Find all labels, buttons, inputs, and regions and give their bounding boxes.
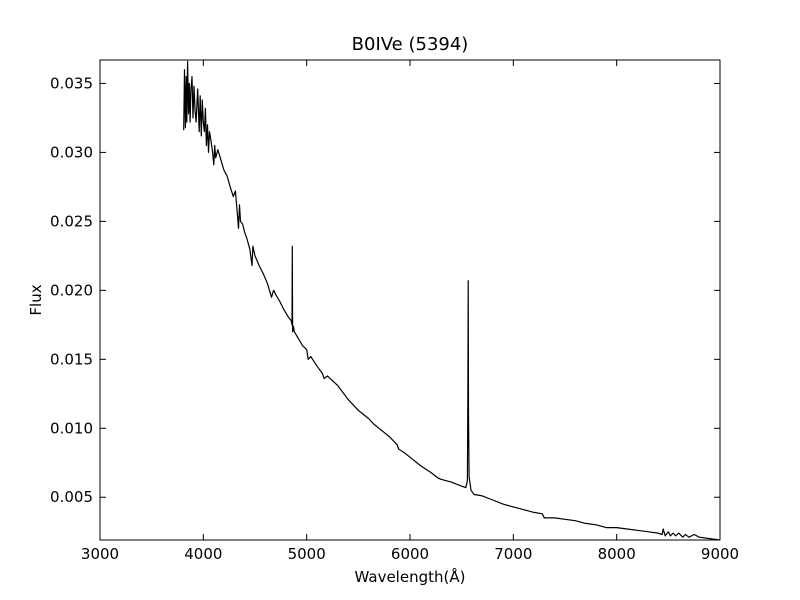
- y-axis-title: Flux: [27, 284, 45, 315]
- y-tick-label: 0.030: [50, 143, 93, 161]
- x-tick-label: 3000: [81, 545, 119, 563]
- y-tick-label: 0.005: [50, 488, 93, 506]
- y-tick-label: 0.035: [50, 74, 93, 92]
- chart-title: B0IVe (5394): [352, 34, 469, 55]
- x-tick-label: 4000: [184, 545, 222, 563]
- x-tick-label: 7000: [494, 545, 532, 563]
- x-axis-ticks: 3000 4000 5000 6000 7000 8000 9000: [81, 60, 739, 563]
- x-axis-title: Wavelength(Å): [355, 567, 466, 586]
- plot-frame: [99, 59, 721, 541]
- y-tick-label: 0.010: [50, 419, 93, 437]
- x-tick-label: 8000: [598, 545, 636, 563]
- x-tick-label: 9000: [701, 545, 739, 563]
- y-tick-label: 0.020: [50, 281, 93, 299]
- series-line-spectrum: [183, 60, 720, 540]
- x-tick-label: 5000: [288, 545, 326, 563]
- y-axis-ticks: 0.005 0.010 0.015 0.020 0.025 0.030 0.035: [50, 74, 720, 506]
- y-tick-label: 0.015: [50, 350, 93, 368]
- y-tick-label: 0.025: [50, 212, 93, 230]
- x-tick-label: 6000: [391, 545, 429, 563]
